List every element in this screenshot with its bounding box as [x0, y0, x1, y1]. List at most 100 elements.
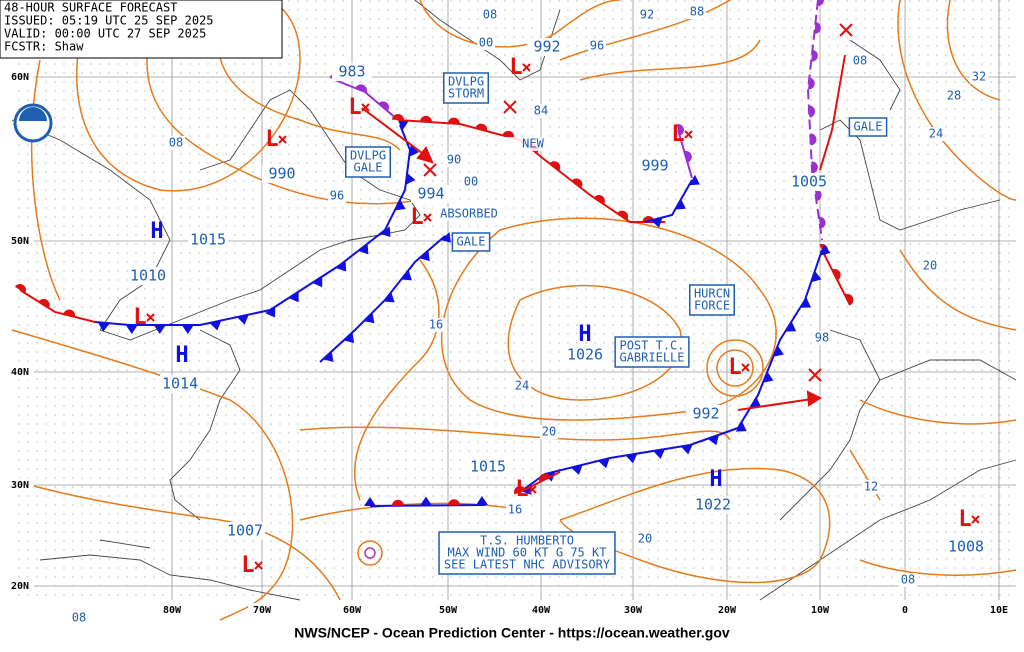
low-symbol: L	[671, 122, 684, 147]
isobar-label: 98	[815, 331, 829, 345]
isobar-label-bg	[445, 153, 463, 167]
box-label-line: FORCE	[694, 299, 730, 313]
label-box	[345, 146, 391, 178]
front-barb	[391, 499, 404, 506]
box-label-line: MAX WIND 60 KT G 75 KT	[448, 546, 607, 560]
central-pressure: 992	[692, 405, 719, 423]
front-barb	[343, 332, 355, 344]
front-barb	[814, 189, 822, 202]
front-barb	[820, 244, 831, 256]
isobar-label: 12	[864, 480, 878, 494]
high-symbol: H	[578, 322, 591, 347]
box-label-line: GALE	[854, 120, 883, 134]
isobar-label-bg	[70, 611, 88, 625]
low-x	[146, 313, 155, 322]
front-barb	[502, 130, 515, 139]
front-barb	[675, 199, 686, 210]
low-x	[684, 130, 693, 139]
box-label-line: SEE LATEST NHC ADVISORY	[444, 558, 611, 572]
central-pressure: 994	[417, 185, 444, 203]
central-pressure: 1005	[791, 173, 827, 191]
header-line: 48-HOUR SURFACE FORECAST	[4, 1, 177, 15]
latitude-label: 50N	[11, 236, 29, 247]
lon-label-bg	[248, 603, 276, 617]
isobar-label-bg	[636, 532, 654, 546]
front-barb	[571, 178, 583, 189]
low-symbol: L	[133, 305, 146, 330]
lon-label-bg	[985, 603, 1013, 617]
isobar-label-bg	[899, 573, 917, 587]
isobar-label-bg	[688, 5, 706, 19]
pressure-bg	[262, 165, 302, 183]
front-barb	[617, 210, 629, 221]
motion-arrows	[361, 107, 823, 411]
front-barb	[14, 284, 26, 294]
isobar-label: 08	[901, 573, 915, 587]
lat-label-bg	[6, 478, 34, 492]
front-barb	[785, 321, 797, 332]
plain-label-bg	[497, 137, 569, 151]
box-label-line: GABRIELLE	[619, 351, 684, 365]
isobar-label-bg	[462, 175, 480, 189]
isobar-label-bg	[328, 189, 346, 203]
front-barb	[336, 260, 347, 272]
hurricane-rings	[706, 339, 764, 397]
coastlines	[11, 0, 1017, 601]
lon-label-bg	[891, 603, 919, 617]
front-barb	[181, 325, 194, 334]
front-barb	[358, 243, 369, 255]
front-barb	[265, 306, 276, 318]
box-label-line: T.S. HUMBERTO	[480, 534, 574, 548]
low-symbol: L	[265, 127, 278, 152]
longitude-label: 80W	[163, 605, 182, 616]
isobar-label: 16	[429, 318, 443, 332]
high-symbol: H	[175, 343, 188, 368]
front-barb	[811, 270, 822, 283]
header-line: ISSUED: 05:19 UTC 25 SEP 2025	[4, 14, 214, 28]
isobar-label: 24	[929, 127, 943, 141]
central-pressure: 1026	[567, 346, 603, 364]
lon-label-bg	[158, 603, 186, 617]
front-barb	[653, 449, 666, 459]
lat-label-bg	[6, 234, 34, 248]
isobar-label-bg	[427, 318, 445, 332]
noaa-logo	[13, 103, 53, 143]
front-barb	[383, 292, 395, 303]
header-line: FCSTR: Shaw	[4, 40, 84, 54]
isobar-label: 00	[464, 175, 478, 189]
central-pressure: 1015	[190, 231, 226, 249]
front-barb	[394, 199, 406, 211]
low-symbol: L	[241, 553, 254, 578]
pressure-bg	[411, 185, 451, 203]
front-barb	[570, 464, 583, 475]
isobar-label-bg	[927, 127, 945, 141]
front-barb	[380, 226, 391, 238]
box-label-line: GALE	[457, 235, 486, 249]
pressure-bg	[693, 496, 733, 514]
longitude-label: 10E	[990, 605, 1008, 616]
central-pressure: 990	[268, 165, 295, 183]
central-pressure: 1015	[470, 458, 506, 476]
low-symbol: L	[958, 507, 971, 532]
isobar-label: 96	[330, 189, 344, 203]
isobar-label: 08	[72, 611, 86, 625]
front-barb	[405, 172, 416, 185]
pressure-bg	[225, 522, 265, 540]
high-symbol: H	[709, 467, 722, 492]
front-barb	[514, 486, 526, 495]
isobar-label: 20	[923, 259, 937, 273]
label-box	[848, 117, 888, 137]
front-barb	[312, 276, 323, 288]
front-barb	[322, 351, 334, 362]
front-barb	[707, 434, 719, 446]
plain-label: NEW	[522, 137, 544, 151]
low-x	[528, 485, 537, 494]
header-line: VALID: 00:00 UTC 27 SEP 2025	[4, 27, 206, 41]
front-barb	[401, 270, 412, 281]
fronts	[14, 0, 854, 507]
central-pressure: 1008	[948, 538, 984, 556]
front-barb	[209, 320, 222, 331]
occluded-front	[334, 79, 399, 121]
front-barb	[288, 291, 299, 303]
